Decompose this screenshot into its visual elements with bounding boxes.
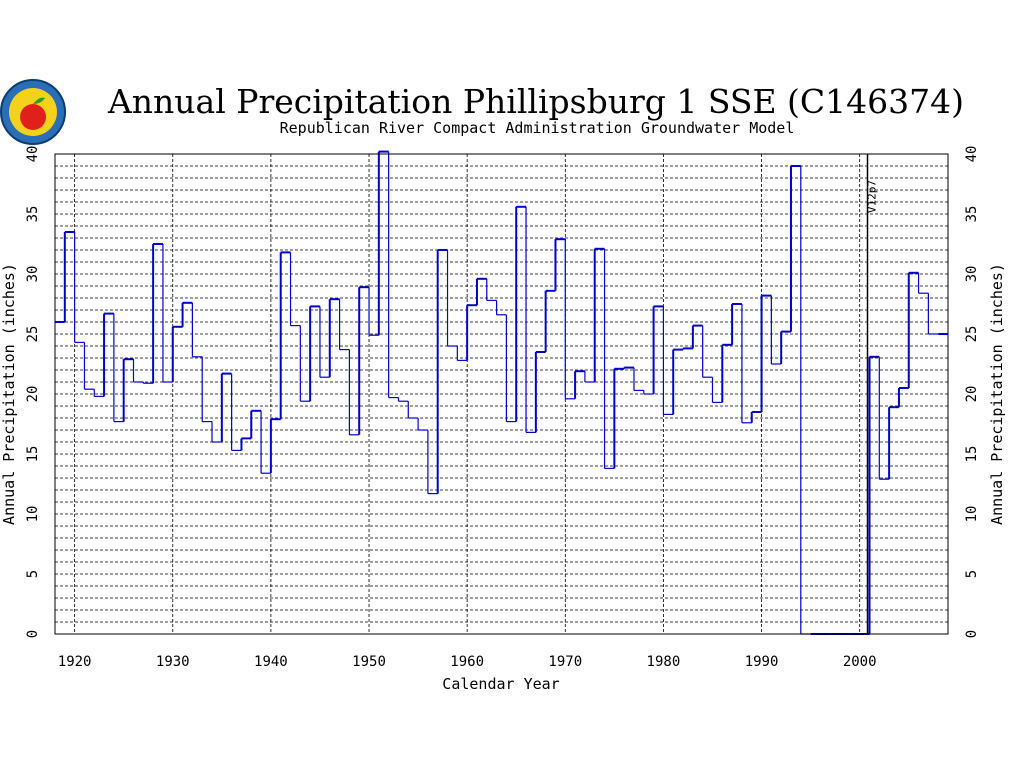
y-tick-label-right: 30 [964,266,980,283]
y-axis-left: 0 5 10 15 20 25 30 35 40 [25,146,41,639]
y-tick-label-left: 5 [25,570,41,578]
precipitation-series [55,150,948,635]
x-axis: 1920 1930 1940 1950 1960 1970 1980 1990 2000 [58,654,877,670]
x-tick-label: 1960 [450,654,484,670]
y-tick-label-right: 20 [964,386,980,403]
y-tick-label-left: 25 [25,326,41,343]
y-tick-label-left: 40 [25,146,41,163]
y-tick-label-left: 0 [25,630,41,638]
y-tick-label-right: 40 [964,146,980,163]
y-tick-label-right: 15 [964,446,980,463]
y-tick-label-right: 0 [964,630,980,638]
plot-frame [54,153,949,635]
y-tick-label-left: 30 [25,266,41,283]
x-tick-label: 1930 [156,654,190,670]
x-tick-label: 1940 [254,654,288,670]
y-axis-right: 0 5 10 15 20 25 30 35 40 [964,146,980,639]
y-tick-label-left: 15 [25,446,41,463]
y-axis-label-right: Annual Precipitation (inches) [988,263,1006,525]
y-tick-label-left: 20 [25,386,41,403]
chart-title: Annual Precipitation Phillipsburg 1 SSE … [107,82,964,121]
x-tick-label: 1920 [58,654,92,670]
y-tick-label-right: 5 [964,570,980,578]
y-tick-label-left: 35 [25,206,41,223]
chart-subtitle: Republican River Compact Administration … [280,119,795,137]
y-tick-label-left: 10 [25,506,41,523]
x-axis-label: Calendar Year [442,675,559,693]
annotation-label: V12p7 [865,180,878,213]
y-axis-label-left: Annual Precipitation (inches) [0,263,18,525]
x-tick-label: 1970 [548,654,582,670]
kansas-seal-logo [0,79,66,145]
annotation: V12p7 [865,154,878,634]
x-tick-label: 2000 [843,654,877,670]
x-tick-label: 1980 [647,654,681,670]
y-tick-label-right: 25 [964,326,980,343]
gridlines [55,154,948,634]
y-tick-label-right: 35 [964,206,980,223]
x-tick-label: 1990 [745,654,779,670]
x-tick-label: 1950 [352,654,386,670]
y-tick-label-right: 10 [964,506,980,523]
